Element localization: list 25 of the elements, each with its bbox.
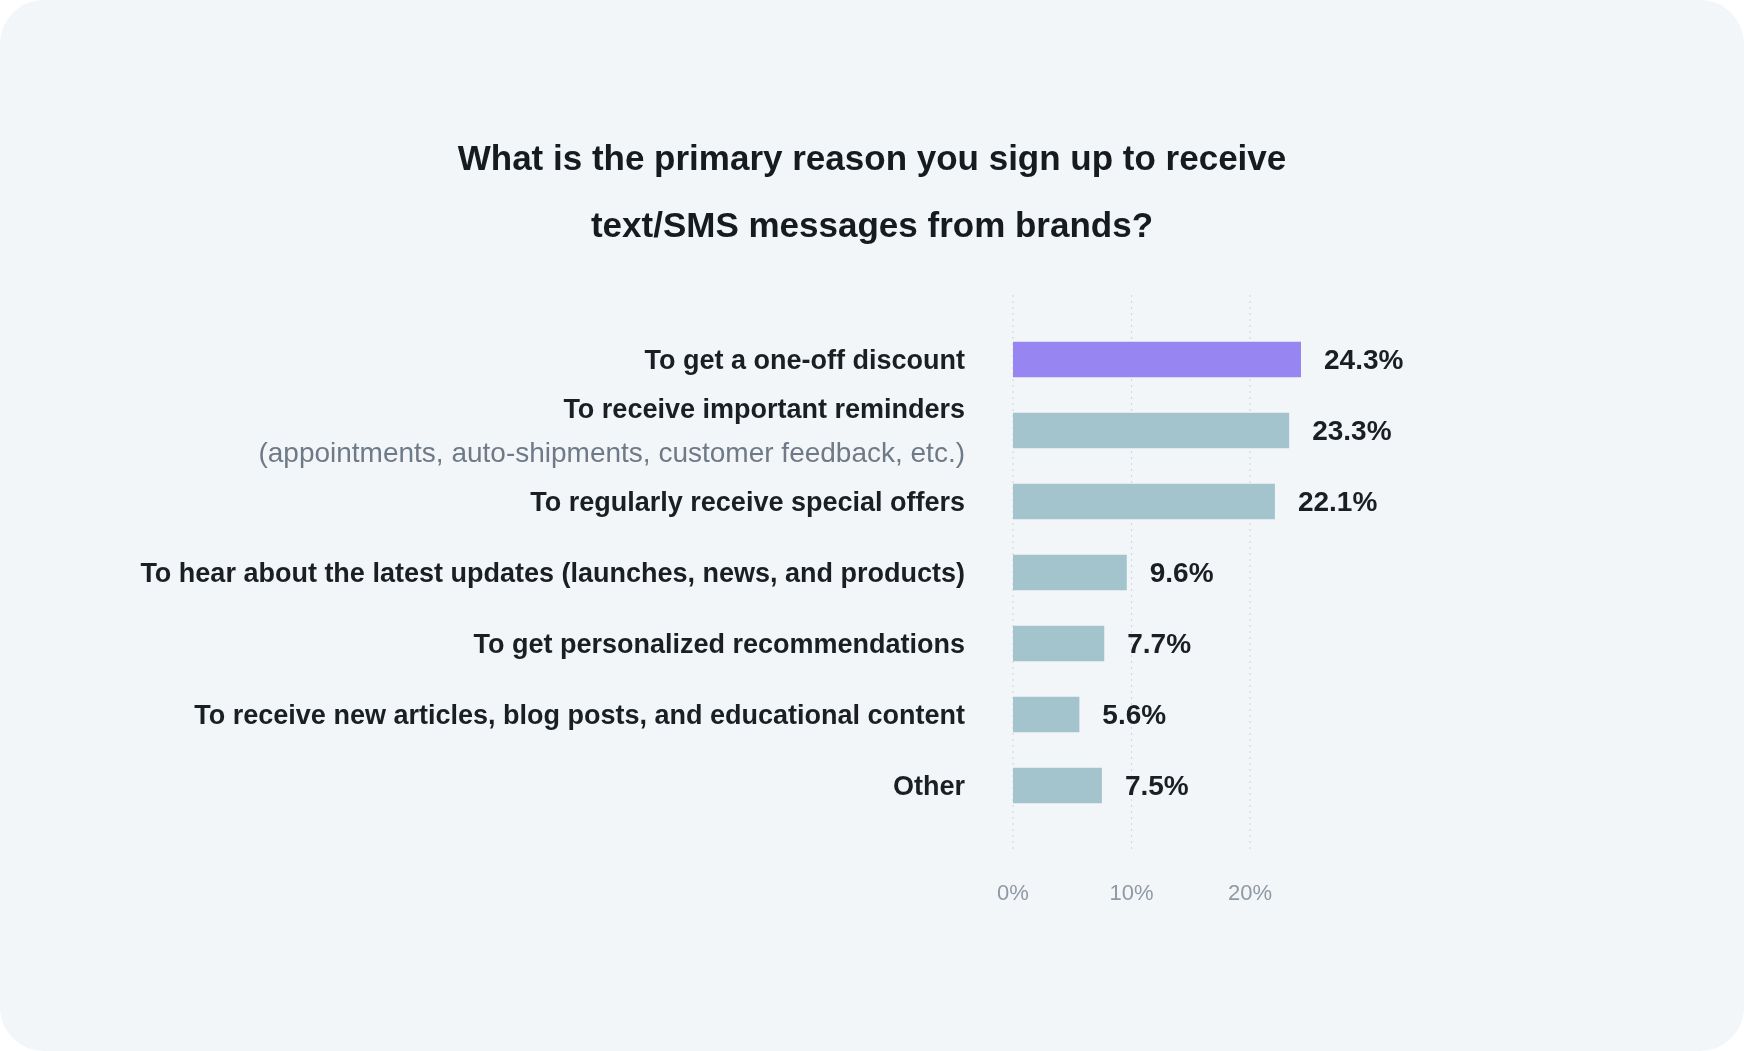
data-label: 24.3% [1324, 344, 1404, 375]
x-tick-label: 10% [1109, 879, 1154, 905]
data-label: 7.7% [1127, 628, 1192, 659]
bar [1013, 483, 1275, 520]
bar [1013, 625, 1105, 662]
y-tick-label: Other [892, 770, 966, 801]
y-tick-label: To hear about the latest updates (launches, news, and products) [140, 557, 965, 588]
y-tick-label: To receive important reminders (appointments, auto-shipments, customer feedback, etc.) [258, 394, 965, 468]
x-tick-label: 20% [1228, 879, 1273, 905]
bar [1013, 412, 1290, 449]
y-tick-label: To get a one-off discount [644, 344, 966, 375]
bar [1013, 696, 1080, 733]
chart-title: What is the primary reason you sign up to receive text/SMS messages from brands? [457, 137, 1287, 244]
data-label: 22.1% [1297, 486, 1378, 517]
data-label: 7.5% [1124, 770, 1189, 801]
y-tick-label: To regularly receive special offers [530, 486, 965, 517]
x-tick-label: 0% [997, 879, 1029, 905]
data-label: 9.6% [1149, 557, 1214, 588]
y-tick-label: To receive new articles, blog posts, and educational content [194, 699, 965, 730]
bar [1013, 554, 1127, 591]
data-label: 23.3% [1312, 415, 1392, 446]
bar [1013, 767, 1102, 804]
data-label: 5.6% [1102, 699, 1167, 730]
y-tick-label: To get personalized recommendations [473, 628, 965, 659]
bar [1013, 341, 1301, 378]
